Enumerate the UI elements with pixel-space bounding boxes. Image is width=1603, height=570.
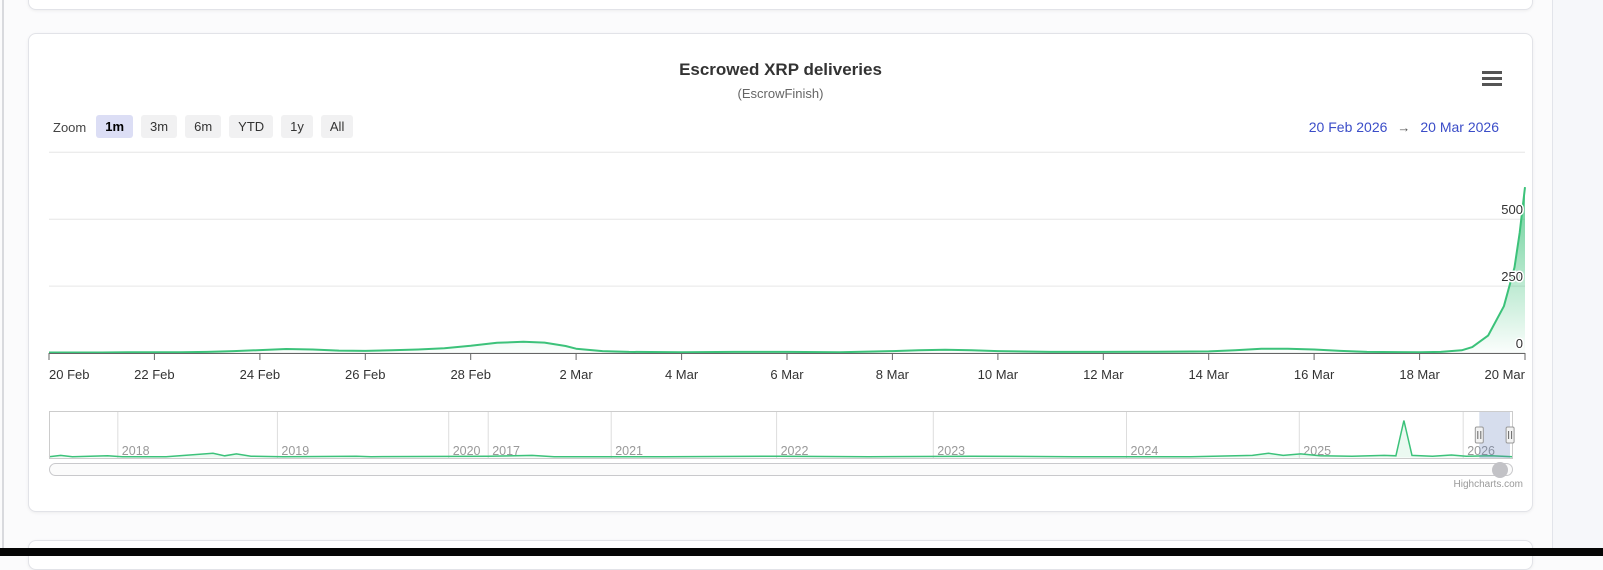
chart-title: Escrowed XRP deliveries (29, 60, 1532, 80)
price-area-chart[interactable]: 20 Feb 22 Feb 24 Feb 26 Feb 28 Feb 2 Mar 4 Mar… (49, 151, 1525, 387)
page-left-border (2, 0, 4, 548)
burger-bar (1482, 83, 1502, 86)
chart-subtitle: (EscrowFinish) (29, 86, 1532, 101)
svg-text:10 Mar: 10 Mar (978, 367, 1019, 382)
svg-text:250: 250 (1501, 269, 1523, 284)
zoom-button-1m[interactable]: 1m (96, 115, 133, 138)
navigator-handle[interactable] (1506, 427, 1514, 443)
navigator-scrollbar-thumb[interactable] (1492, 462, 1508, 478)
svg-text:16 Mar: 16 Mar (1294, 367, 1335, 382)
svg-text:22 Feb: 22 Feb (134, 367, 174, 382)
zoom-label: Zoom (53, 120, 86, 135)
chart-context-menu-icon[interactable] (1482, 71, 1502, 86)
svg-text:28 Feb: 28 Feb (450, 367, 490, 382)
escrow-chart-card: Escrowed XRP deliveries (EscrowFinish) Z… (28, 33, 1533, 512)
svg-text:2021: 2021 (615, 444, 643, 458)
main-plot-area[interactable]: 20 Feb 22 Feb 24 Feb 26 Feb 28 Feb 2 Mar 4 Mar… (49, 151, 1525, 387)
range-selector-toolbar: Zoom 1m 3m 6m YTD 1y All 20 Feb 2026 → 20 Mar… (53, 114, 1499, 140)
chart-header: Escrowed XRP deliveries (EscrowFinish) (29, 60, 1532, 101)
highcharts-credit: Highcharts.com (1454, 479, 1523, 490)
svg-text:2 Mar: 2 Mar (559, 367, 593, 382)
svg-text:0: 0 (1516, 336, 1523, 351)
svg-text:20 Feb: 20 Feb (49, 367, 89, 382)
svg-text:2018: 2018 (122, 444, 150, 458)
svg-text:12 Mar: 12 Mar (1083, 367, 1124, 382)
viewport-bottom-edge (0, 548, 1603, 556)
zoom-button-3m[interactable]: 3m (141, 115, 177, 138)
burger-bar (1482, 77, 1502, 80)
range-to-input[interactable]: 20 Mar 2026 (1420, 119, 1499, 135)
navigator-handle[interactable] (1475, 427, 1483, 443)
navigator-chart[interactable]: 2018201920202017202120222023202420252026 (49, 411, 1513, 460)
right-side-panel (1552, 0, 1603, 548)
svg-text:2024: 2024 (1131, 444, 1159, 458)
svg-text:500: 500 (1501, 202, 1523, 217)
date-range: 20 Feb 2026 → 20 Mar 2026 (1309, 119, 1499, 135)
svg-text:8 Mar: 8 Mar (876, 367, 910, 382)
navigator-scrollbar-track[interactable] (49, 463, 1513, 476)
svg-text:20 Mar: 20 Mar (1485, 367, 1526, 382)
svg-text:24 Feb: 24 Feb (240, 367, 280, 382)
range-from-input[interactable]: 20 Feb 2026 (1309, 119, 1388, 135)
zoom-button-6m[interactable]: 6m (185, 115, 221, 138)
svg-text:14 Mar: 14 Mar (1188, 367, 1229, 382)
zoom-button-all[interactable]: All (321, 115, 353, 138)
previous-card-bottom (28, 0, 1533, 10)
svg-text:26 Feb: 26 Feb (345, 367, 385, 382)
svg-text:18 Mar: 18 Mar (1399, 367, 1440, 382)
navigator[interactable]: 2018201920202017202120222023202420252026 (49, 411, 1513, 460)
zoom-button-group: 1m 3m 6m YTD 1y All (96, 118, 361, 136)
zoom-button-ytd[interactable]: YTD (229, 115, 273, 138)
burger-bar (1482, 71, 1502, 74)
range-arrow-icon: → (1397, 120, 1410, 135)
svg-text:6 Mar: 6 Mar (770, 367, 804, 382)
svg-text:4 Mar: 4 Mar (665, 367, 699, 382)
zoom-button-1y[interactable]: 1y (281, 115, 313, 138)
